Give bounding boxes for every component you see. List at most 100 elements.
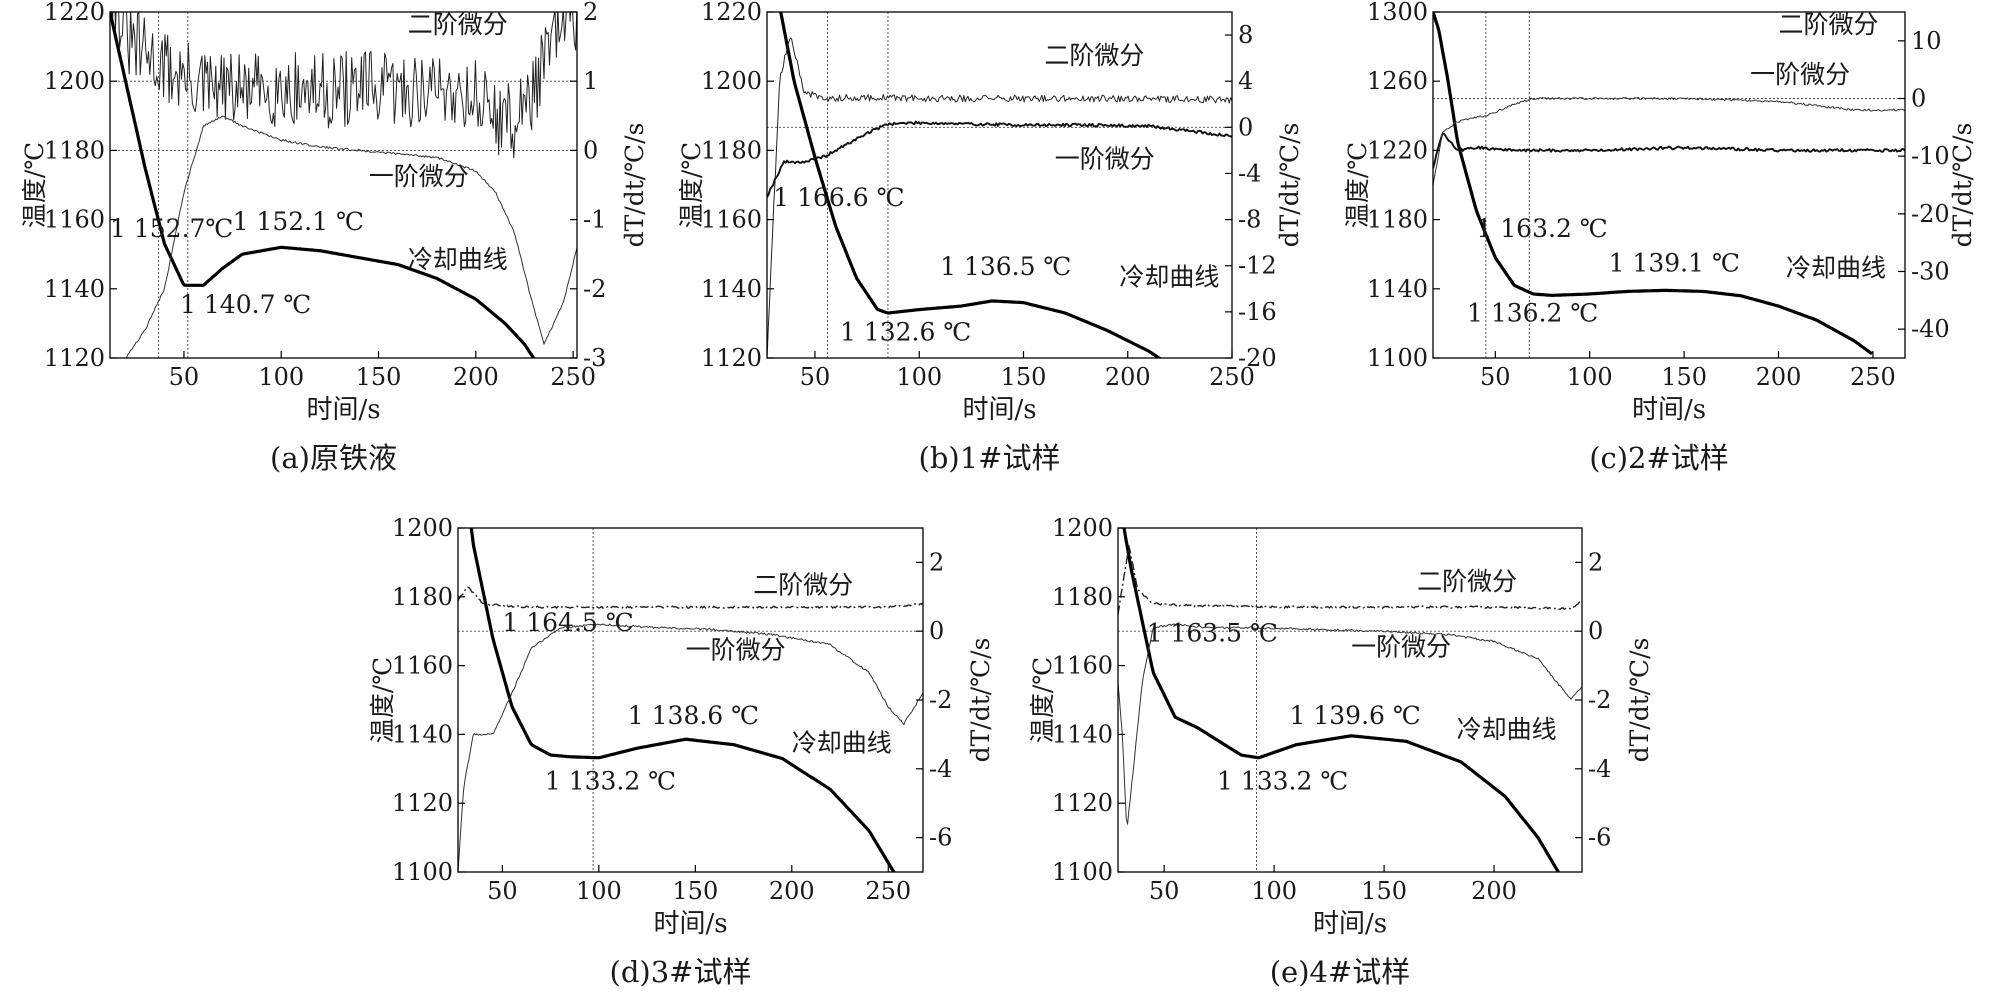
annotation-label: 1 136.5 ℃ xyxy=(940,252,1071,281)
annotation-label: 二阶微分 xyxy=(408,10,508,39)
y-tick-label-right: -2 xyxy=(1588,686,1611,714)
y-tick-label-right: -4 xyxy=(1588,755,1611,783)
annotation-label: 二阶微分 xyxy=(753,570,853,599)
y-tick-label-right: 0 xyxy=(583,136,598,164)
annotation-label: 二阶微分 xyxy=(1779,10,1879,39)
y-tick-label-right: 0 xyxy=(929,617,944,645)
x-tick-label: 250 xyxy=(550,363,596,391)
y-tick-label-right: -10 xyxy=(1911,142,1950,170)
annotation-label: 二阶微分 xyxy=(1417,567,1517,596)
plot-area xyxy=(1118,528,1582,872)
y-tick-label-left: 1220 xyxy=(44,0,105,26)
y-tick-label-left: 1100 xyxy=(392,858,453,886)
y-axis-label-left: 温度/℃ xyxy=(1028,657,1057,743)
y-tick-label-left: 1180 xyxy=(44,136,105,164)
series-line-first-derivative xyxy=(767,120,1232,198)
y-tick-label-left: 1140 xyxy=(392,720,453,748)
y-tick-label-left: 1180 xyxy=(701,136,762,164)
y-tick-label-right: -20 xyxy=(1911,200,1950,228)
annotation-label: 冷却曲线 xyxy=(408,245,508,274)
y-tick-label-left: 1100 xyxy=(1367,344,1428,372)
y-tick-label-left: 1220 xyxy=(1367,136,1428,164)
chart-panel-a: 50 100 150 200 250 1120 1140 1160 1180 1200 1220 -3… xyxy=(20,0,649,475)
y-tick-label-left: 1160 xyxy=(392,652,453,680)
x-tick-label: 200 xyxy=(1471,877,1517,905)
y-tick-label-left: 1260 xyxy=(1367,67,1428,95)
series-line-cooling xyxy=(469,528,896,872)
annotation-label: 1 133.2 ℃ xyxy=(545,766,676,795)
y-tick-label-right: 2 xyxy=(929,548,944,576)
annotation-label: 一阶微分 xyxy=(369,162,469,191)
annotation-label: 冷却曲线 xyxy=(1119,262,1219,291)
y-tick-label-left: 1160 xyxy=(1052,652,1113,680)
annotation-label: 1 140.7 ℃ xyxy=(180,290,311,319)
chart-panel-e: 50 100 150 200 1100 1120 1140 1160 1180 1200 -6 -4 -… xyxy=(1028,514,1654,989)
y-tick-label-left: 1140 xyxy=(44,275,105,303)
panel-caption: (e)4#试样 xyxy=(1270,955,1411,989)
panel-caption: (a)原铁液 xyxy=(270,441,397,475)
y-tick-label-left: 1300 xyxy=(1367,0,1428,26)
y-tick-label-right: -3 xyxy=(583,344,606,372)
y-tick-label-right: -6 xyxy=(1588,824,1611,852)
y-tick-label-left: 1120 xyxy=(701,344,762,372)
x-axis-label: 时间/s xyxy=(1313,909,1387,939)
annotation-label: 冷却曲线 xyxy=(1457,715,1557,744)
plot-area xyxy=(458,528,923,872)
x-tick-label: 50 xyxy=(1149,877,1180,905)
x-tick-label: 250 xyxy=(865,877,911,905)
y-axis-label-right: dT/dt/℃/s xyxy=(1625,638,1654,763)
chart-panel-c: 50 100 150 200 250110011401180122012601300-4… xyxy=(1343,0,1977,475)
x-axis-label: 时间/s xyxy=(653,909,727,939)
annotation-label: 1 138.6 ℃ xyxy=(628,701,759,730)
y-tick-label-right: 2 xyxy=(583,0,598,26)
plot-frame xyxy=(457,527,924,873)
x-tick-label: 150 xyxy=(672,877,718,905)
x-tick-label: 100 xyxy=(258,363,304,391)
plot-frame xyxy=(109,11,578,359)
series-line-second-derivative xyxy=(111,12,577,159)
y-tick-label-left: 1160 xyxy=(701,206,762,234)
y-tick-label-right: 0 xyxy=(1911,85,1926,113)
y-tick-label-left: 1120 xyxy=(392,789,453,817)
x-tick-label: 200 xyxy=(769,877,815,905)
x-tick-label: 200 xyxy=(1105,363,1151,391)
y-tick-label-left: 1160 xyxy=(44,206,105,234)
annotation-label: 1 132.6 ℃ xyxy=(840,318,971,347)
series-line-first-derivative xyxy=(125,115,577,358)
x-axis-label: 时间/s xyxy=(306,395,380,425)
annotation-label: 1 133.2 ℃ xyxy=(1217,766,1348,795)
y-tick-label-right: -20 xyxy=(1238,344,1277,372)
y-tick-label-left: 1120 xyxy=(44,344,105,372)
y-tick-label-left: 1140 xyxy=(1367,275,1428,303)
y-tick-label-right: 2 xyxy=(1588,548,1603,576)
y-tick-label-right: -4 xyxy=(929,755,952,783)
x-tick-label: 100 xyxy=(1567,363,1613,391)
series-line-second-derivative xyxy=(1118,545,1582,615)
y-tick-label-left: 1100 xyxy=(1052,858,1113,886)
x-tick-label: 150 xyxy=(1001,363,1047,391)
x-tick-label: 200 xyxy=(1756,363,1802,391)
y-tick-label-right: 10 xyxy=(1911,27,1942,55)
x-axis-label: 时间/s xyxy=(962,395,1036,425)
annotation-label: 一阶微分 xyxy=(1351,632,1451,661)
y-tick-label-left: 1200 xyxy=(701,67,762,95)
series-line-second-derivative xyxy=(1433,97,1905,186)
y-tick-label-left: 1120 xyxy=(1052,789,1113,817)
annotation-label: 二阶微分 xyxy=(1044,41,1144,70)
y-tick-label-right: 4 xyxy=(1238,67,1253,95)
x-tick-label: 200 xyxy=(453,363,499,391)
y-tick-label-left: 1180 xyxy=(1052,583,1113,611)
series-line-cooling xyxy=(1122,528,1561,872)
x-tick-label: 150 xyxy=(1661,363,1707,391)
panel-caption: (c)2#试样 xyxy=(1589,441,1729,475)
annotation-label: 1 164.5 ℃ xyxy=(502,608,633,637)
panel-caption: (b)1#试样 xyxy=(919,441,1061,475)
y-axis-label-right: dT/dt/℃/s xyxy=(1948,123,1977,248)
y-tick-label-left: 1200 xyxy=(1052,514,1113,542)
annotation-label: 冷却曲线 xyxy=(1786,254,1886,283)
plot-area xyxy=(110,12,577,358)
y-axis-label-left: 温度/℃ xyxy=(20,142,49,228)
annotation-label: 1 139.1 ℃ xyxy=(1609,249,1740,278)
y-tick-label-right: 8 xyxy=(1238,21,1253,49)
